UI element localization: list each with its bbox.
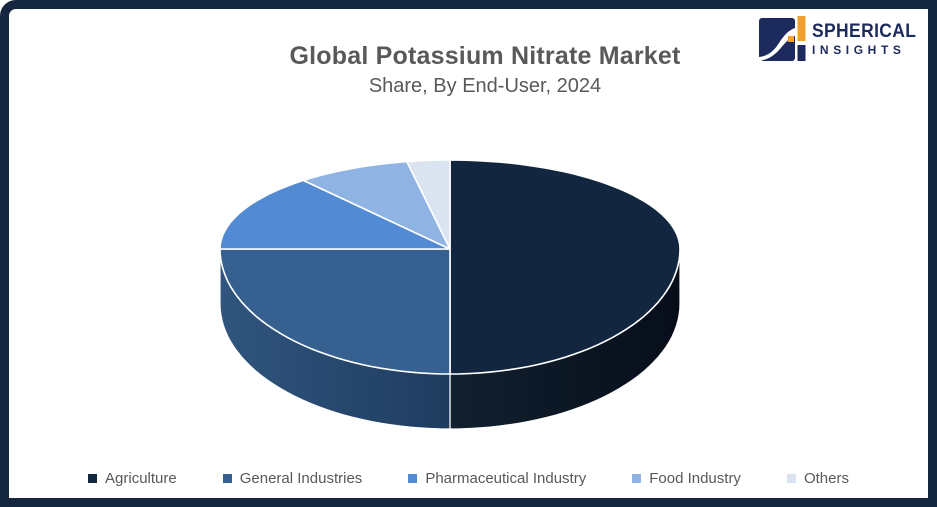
legend-item-food-industry: Food Industry xyxy=(632,470,741,487)
brand-logo: SPHERICAL INSIGHTS xyxy=(752,10,928,69)
legend-label: Pharmaceutical Industry xyxy=(425,470,587,487)
chart-header: Global Potassium Nitrate Market Share, B… xyxy=(0,42,937,98)
legend-marker xyxy=(88,474,98,483)
legend-item-general-industries: General Industries xyxy=(222,470,363,487)
logo-text: SPHERICAL INSIGHTS xyxy=(812,21,925,58)
pie-slice-food-industry xyxy=(302,160,451,250)
logo-brand-subname: INSIGHTS xyxy=(812,43,906,57)
spherical-insights-logo-icon xyxy=(759,16,806,61)
pie-slice-others xyxy=(406,159,451,250)
pie-slice-agriculture xyxy=(449,159,681,375)
legend-marker xyxy=(632,474,642,483)
legend-label: Agriculture xyxy=(105,470,177,487)
legend-item-others: Others xyxy=(786,470,849,487)
legend-label: Others xyxy=(803,470,849,487)
chart-subtitle: Share, By End-User, 2024 xyxy=(368,75,602,97)
logo-brand-name: SPHERICAL xyxy=(812,21,917,42)
legend-item-agriculture: Agriculture xyxy=(88,470,177,487)
legend-marker xyxy=(786,474,796,483)
legend-label: Food Industry xyxy=(649,470,741,487)
pie-slice-general-industries xyxy=(219,248,451,375)
pie-slices xyxy=(219,159,681,375)
chart-title: Global Potassium Nitrate Market xyxy=(289,42,681,70)
legend: Agriculture General Industries Pharmaceuti… xyxy=(0,470,937,487)
legend-marker xyxy=(408,474,418,483)
legend-label: General Industries xyxy=(239,470,363,487)
pie-slice-pharmaceutical-industry xyxy=(219,179,451,250)
legend-item-pharmaceutical-industry: Pharmaceutical Industry xyxy=(408,470,586,487)
legend-marker xyxy=(222,474,232,483)
